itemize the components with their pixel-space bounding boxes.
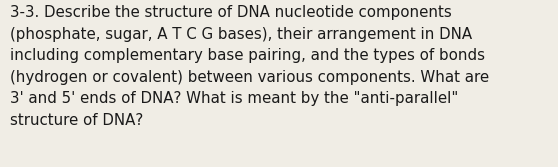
Text: 3-3. Describe the structure of DNA nucleotide components
(phosphate, sugar, A T : 3-3. Describe the structure of DNA nucle… bbox=[10, 5, 489, 128]
